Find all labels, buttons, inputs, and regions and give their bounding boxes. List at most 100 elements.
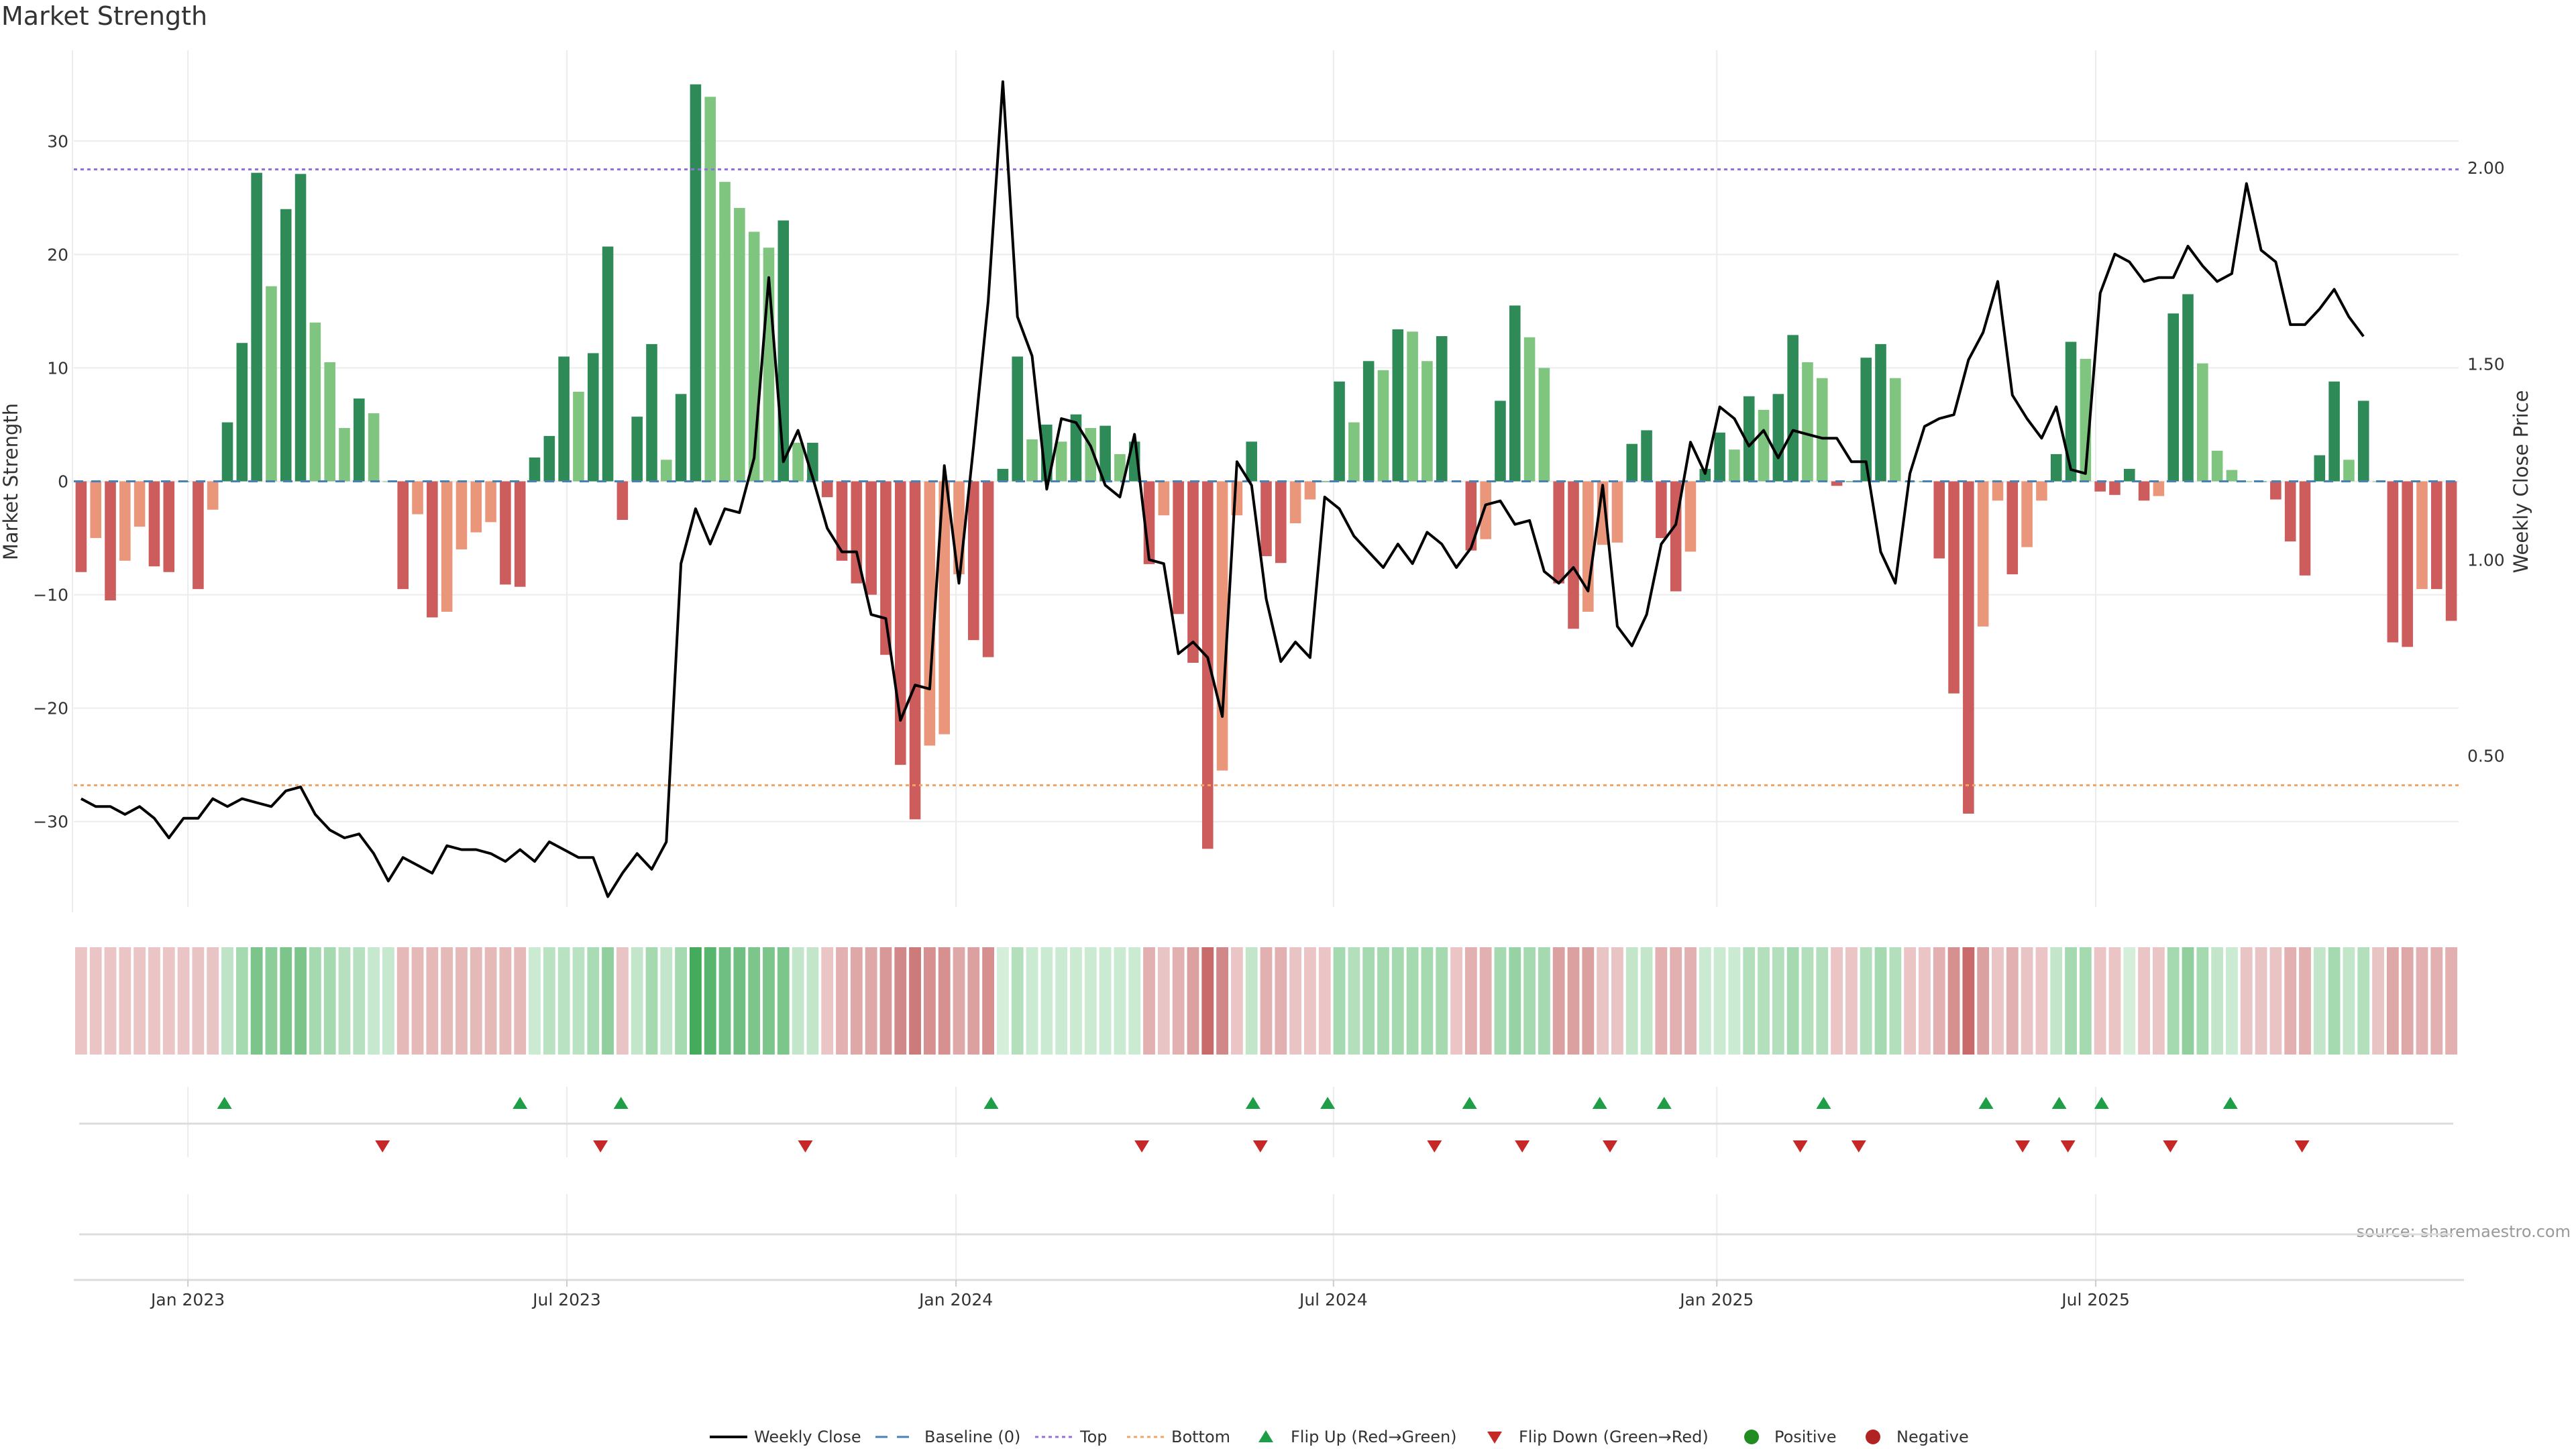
- strength-bar: [1495, 400, 1506, 482]
- strength-bar: [148, 481, 160, 567]
- legend-label: Baseline (0): [924, 1428, 1020, 1446]
- heat-cell: [2226, 947, 2238, 1055]
- heat-cell: [2079, 947, 2092, 1055]
- strength-bar: [2021, 481, 2033, 547]
- strength-bars: [75, 84, 2457, 849]
- strength-bar: [1831, 481, 1843, 486]
- heat-cell: [2284, 947, 2297, 1055]
- strength-bar: [1114, 453, 1126, 482]
- heat-cell: [1640, 947, 1653, 1055]
- strength-bar: [938, 481, 950, 735]
- heat-cell: [645, 947, 658, 1055]
- flip-down-marker: [1792, 1140, 1808, 1152]
- strength-bar: [2036, 481, 2047, 501]
- heat-cell: [821, 947, 834, 1055]
- y-tick-label: −30: [33, 812, 68, 832]
- heat-cell: [1845, 947, 1858, 1055]
- flip-up-marker: [1592, 1097, 1607, 1109]
- strength-bar: [1611, 481, 1623, 543]
- flip-down-marker: [375, 1140, 390, 1152]
- heat-cell: [675, 947, 688, 1055]
- heat-cell: [235, 947, 248, 1055]
- heat-cell: [280, 947, 292, 1055]
- source-note: source: sharemaestro.com: [2356, 1222, 2571, 1241]
- strength-bar: [309, 322, 321, 482]
- strength-bar: [1743, 396, 1755, 482]
- strength-bar: [1523, 337, 1536, 482]
- heat-cell: [748, 947, 761, 1055]
- heat-cell: [1026, 947, 1038, 1055]
- heat-cell: [2050, 947, 2063, 1055]
- strength-bar: [1260, 481, 1272, 557]
- heat-cell: [294, 947, 307, 1055]
- strength-bar: [1099, 425, 1111, 482]
- strength-bar: [427, 481, 438, 618]
- legend-label: Top: [1079, 1428, 1108, 1446]
- heat-cell: [704, 947, 716, 1055]
- heat-cell: [1889, 947, 1902, 1055]
- strength-bar: [397, 481, 409, 590]
- heat-cell: [192, 947, 205, 1055]
- heat-cell: [177, 947, 190, 1055]
- heat-cell: [1611, 947, 1623, 1055]
- heat-cell: [1919, 947, 1931, 1055]
- heat-cell: [2299, 947, 2311, 1055]
- heat-cell: [1904, 947, 1917, 1055]
- heat-cell: [792, 947, 804, 1055]
- heat-cell: [353, 947, 366, 1055]
- strength-bar: [880, 481, 892, 655]
- heat-cell: [1464, 947, 1477, 1055]
- heat-cell: [2372, 947, 2384, 1055]
- strength-bar: [1421, 361, 1433, 482]
- strength-bar: [441, 481, 453, 612]
- heat-cell: [1362, 947, 1375, 1055]
- heat-cell: [1582, 947, 1595, 1055]
- strength-bar: [1714, 432, 1725, 482]
- strength-bar: [105, 481, 116, 601]
- heat-cell: [1070, 947, 1082, 1055]
- y-tick-label: 20: [47, 245, 68, 264]
- heat-cell: [2343, 947, 2355, 1055]
- strength-bar: [968, 481, 979, 641]
- strength-bar: [1465, 481, 1477, 551]
- heat-cell: [1318, 947, 1331, 1055]
- flip-up-marker: [1245, 1097, 1260, 1109]
- heat-cell: [104, 947, 117, 1055]
- strength-bar: [1334, 381, 1345, 482]
- heat-cell: [557, 947, 570, 1055]
- heat-cell: [616, 947, 629, 1055]
- heat-cell: [1552, 947, 1565, 1055]
- heat-cell: [1333, 947, 1346, 1055]
- y2-tick-label: 2.00: [2467, 158, 2505, 178]
- strength-bar: [1875, 343, 1886, 482]
- strength-bar: [163, 481, 175, 572]
- strength-bar: [734, 208, 745, 482]
- heat-cell: [1801, 947, 1814, 1055]
- heat-cell: [2123, 947, 2136, 1055]
- strength-bar: [2416, 481, 2428, 590]
- strength-bar: [631, 417, 643, 482]
- weekly-close-line: [80, 80, 2365, 898]
- reference-lines: [74, 168, 2459, 787]
- heat-cell: [1772, 947, 1784, 1055]
- strength-bar: [836, 481, 848, 561]
- strength-bar: [851, 481, 863, 584]
- price-line: [80, 80, 2365, 898]
- strength-bar: [1480, 481, 1491, 539]
- grid-layer: [72, 50, 2459, 1281]
- strength-bar: [1392, 329, 1404, 482]
- strength-bar: [2006, 481, 2019, 575]
- heat-cell: [850, 947, 863, 1055]
- strength-bar: [894, 481, 906, 765]
- heat-cell: [1391, 947, 1404, 1055]
- flip-up-marker: [2222, 1097, 2238, 1109]
- heat-cell: [660, 947, 673, 1055]
- strength-bar: [529, 457, 541, 482]
- strength-bar: [2094, 481, 2106, 492]
- y-tick-label: 30: [47, 131, 68, 151]
- heat-cell: [718, 947, 731, 1055]
- strength-bar: [1246, 441, 1257, 482]
- heat-cell: [514, 947, 527, 1055]
- strength-bar: [2314, 455, 2326, 482]
- heat-cell: [894, 947, 907, 1055]
